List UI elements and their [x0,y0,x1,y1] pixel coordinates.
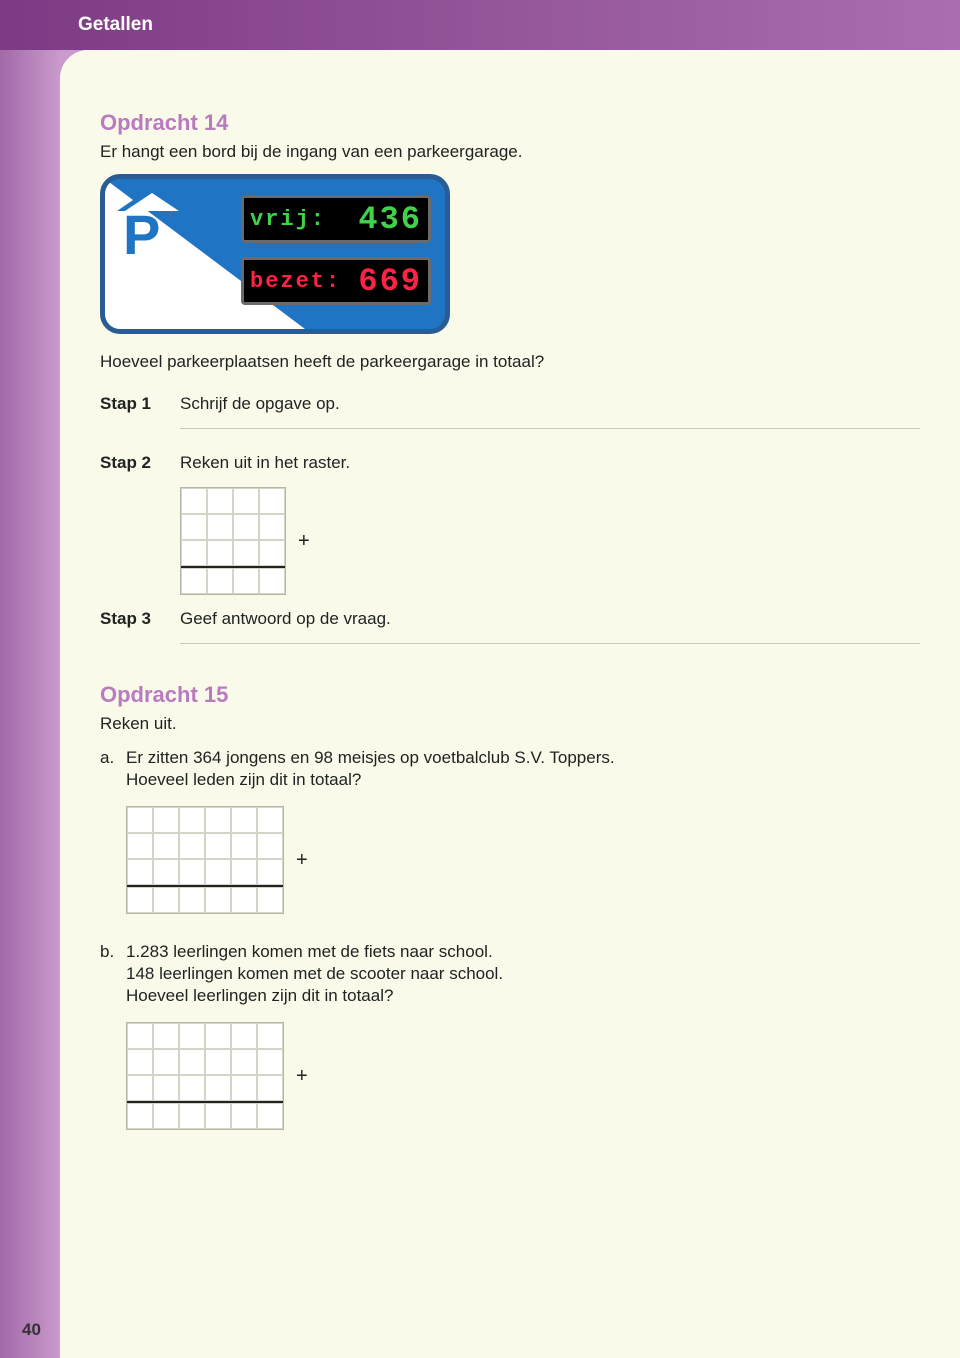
step-3-text: Geef antwoord op de vraag. [180,609,391,629]
parking-sign: P vrij: 436 bezet: 669 [100,174,450,334]
step-2-text: Reken uit in het raster. [180,453,350,473]
bezet-label: bezet: [250,269,358,294]
rule-1 [180,428,920,429]
q15b-line1: 1.283 leerlingen komen met de fiets naar… [126,942,503,962]
exercise-14-title: Opdracht 14 [100,110,920,136]
exercise-14-intro: Er hangt een bord bij de ingang van een … [100,142,920,162]
raster-15a: + [126,806,920,914]
exercise-15: Opdracht 15 Reken uit. a. Er zitten 364 … [100,682,920,1130]
step-1-label: Stap 1 [100,394,180,414]
chapter-title: Getallen [78,14,153,35]
raster-grid-15a[interactable] [126,806,284,914]
step-1-text: Schrijf de opgave op. [180,394,340,414]
raster-14: + [180,487,920,595]
q15a-line1: Er zitten 364 jongens en 98 meisjes op v… [126,748,615,768]
operator-15b: + [296,1065,308,1088]
exercise-15-intro: Reken uit. [100,714,920,734]
step-3: Stap 3 Geef antwoord op de vraag. [100,609,920,629]
raster-grid-15b[interactable] [126,1022,284,1130]
step-2: Stap 2 Reken uit in het raster. [100,453,920,473]
q15b: b. 1.283 leerlingen komen met de fiets n… [100,942,920,1008]
exercise-15-title: Opdracht 15 [100,682,920,708]
q15b-line3: Hoeveel leerlingen zijn dit in totaal? [126,986,503,1006]
q15b-line2: 148 leerlingen komen met de scooter naar… [126,964,503,984]
q15b-text: 1.283 leerlingen komen met de fiets naar… [126,942,503,1008]
operator-15a: + [296,849,308,872]
rule-2 [180,643,920,644]
page-number: 40 [22,1320,41,1340]
raster-15b: + [126,1022,920,1130]
lcd-bezet: bezet: 669 [241,257,431,305]
vrij-label: vrij: [250,207,358,232]
vrij-value: 436 [358,201,422,238]
step-3-label: Stap 3 [100,609,180,629]
parking-icon: P [117,187,187,258]
exercise-14-question: Hoeveel parkeerplaatsen heeft de parkeer… [100,352,920,372]
page-content: Opdracht 14 Er hangt een bord bij de ing… [60,50,960,1358]
bezet-value: 669 [358,263,422,300]
lcd-vrij: vrij: 436 [241,195,431,243]
step-2-label: Stap 2 [100,453,180,473]
operator-14: + [298,530,310,553]
q15a-line2: Hoeveel leden zijn dit in totaal? [126,770,615,790]
roof-icon [117,187,187,211]
chapter-header: Getallen [0,0,960,50]
p-letter: P [123,213,187,258]
q15b-letter: b. [100,942,126,1008]
q15a-text: Er zitten 364 jongens en 98 meisjes op v… [126,748,615,792]
q15a: a. Er zitten 364 jongens en 98 meisjes o… [100,748,920,792]
raster-grid-14[interactable] [180,487,286,595]
step-1: Stap 1 Schrijf de opgave op. [100,394,920,414]
q15a-letter: a. [100,748,126,792]
